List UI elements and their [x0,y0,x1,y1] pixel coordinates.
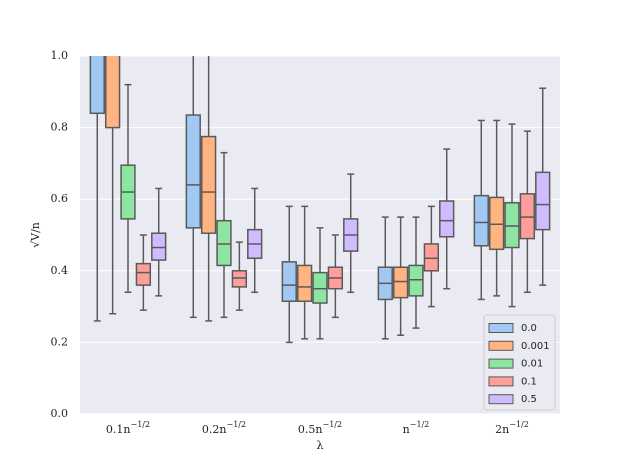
y-tick-label: 0.0 [51,407,69,420]
y-tick-label: 0.2 [51,335,69,348]
legend-swatch [488,394,514,405]
legend-swatch [488,323,514,333]
box [89,56,105,115]
legend-swatch [488,340,514,351]
y-tick-label: 1.0 [51,49,69,62]
x-tick-label: 0.5n−1/2 [298,420,342,436]
box [281,261,297,302]
box [504,202,520,249]
x-tick-base: n [403,423,410,436]
box [216,219,232,267]
box [185,114,201,229]
box [135,262,152,286]
y-axis-label: √V/n [29,222,42,248]
x-tick-base: 2n [495,423,509,436]
legend-swatch [488,358,514,369]
box [519,193,536,240]
box [473,194,489,247]
box [535,171,551,231]
box [392,266,409,299]
x-tick-label: n−1/2 [403,420,430,436]
x-tick-sup: −1/2 [131,420,151,429]
x-tick-sup: −1/2 [323,420,343,429]
x-tick-label: 0.2n−1/2 [202,420,246,436]
legend: 0.0 0.001 0.01 0.1 0.5 [483,314,556,411]
x-tick-sup: −1/2 [410,420,430,429]
box [408,264,424,297]
legend-swatch [488,376,514,387]
box [439,200,455,238]
y-tick-label: 0.6 [51,192,69,205]
box [151,232,167,261]
x-tick-label: 0.1n−1/2 [106,420,150,436]
x-tick-base: 0.2n [202,423,227,436]
legend-label: 0.0 [521,323,537,334]
box [200,135,217,234]
x-axis-label: λ [317,439,324,452]
y-tick-label: 0.4 [51,264,69,277]
box [231,270,248,288]
legend-label: 0.1 [521,376,537,387]
box [312,271,328,304]
box [296,264,313,302]
legend-label: 0.001 [521,341,550,352]
box [104,56,121,129]
y-tick-label: 0.8 [51,121,69,134]
labels: 0.00.20.40.60.81.00.1n−1/2 0.2n−1/2 0.5n−1… [51,49,529,436]
x-tick-base: 0.1n [106,423,131,436]
x-tick-sup: −1/2 [227,420,247,429]
box [423,243,440,272]
x-tick-sup: −1/2 [509,420,529,429]
boxes [89,56,551,344]
legend-label: 0.5 [521,394,537,405]
box [488,196,505,251]
legend-label: 0.01 [521,359,543,370]
x-tick-base: 0.5n [298,423,323,436]
x-tick-label: 2n−1/2 [495,420,529,436]
